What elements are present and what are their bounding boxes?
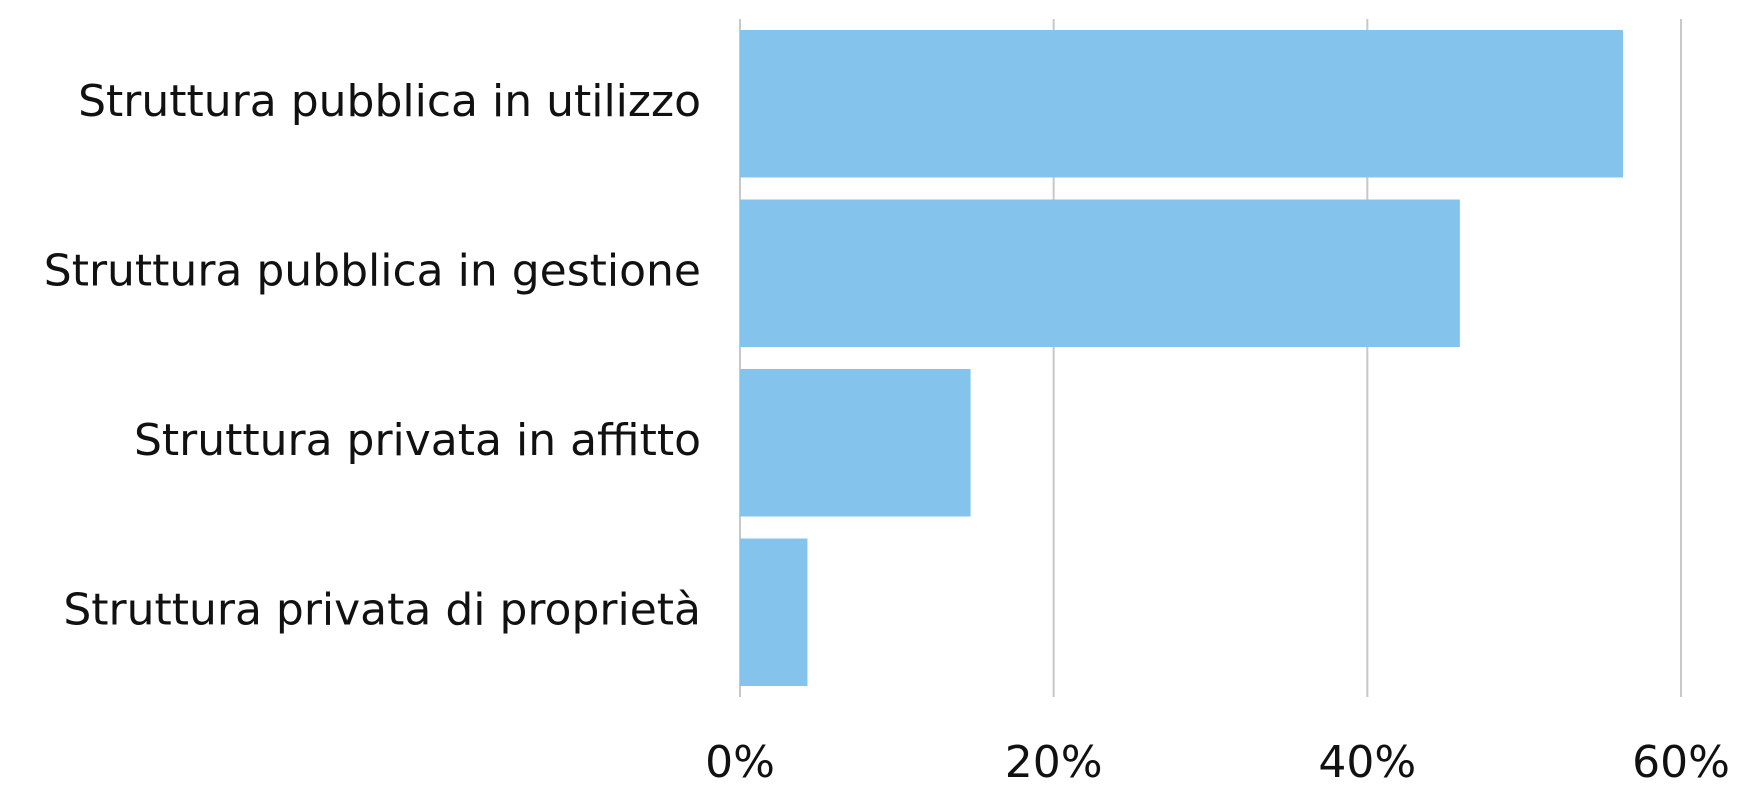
x-tick-label: 40% (1318, 737, 1416, 785)
bar (740, 30, 1623, 178)
bar (740, 369, 971, 517)
y-tick-label: Struttura pubblica in utilizzo (78, 76, 701, 127)
x-tick-label: 20% (1005, 737, 1103, 785)
x-tick-label: 60% (1632, 737, 1730, 785)
y-tick-label: Struttura pubblica in gestione (44, 245, 701, 296)
x-tick-label: 0% (705, 737, 775, 785)
bar (740, 199, 1460, 347)
y-tick-label: Struttura privata di proprietà (63, 584, 701, 635)
bar (740, 538, 808, 686)
y-tick-label: Struttura privata in affitto (134, 415, 701, 466)
